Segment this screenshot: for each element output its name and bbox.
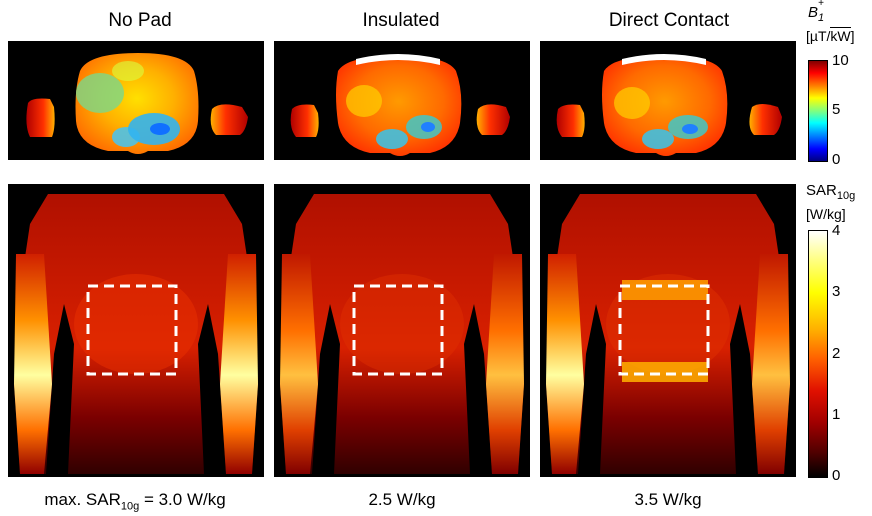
sar-colorbar-label: SAR10g xyxy=(806,182,855,202)
sar-tick-0: 0 xyxy=(832,467,841,484)
sar-tick-3: 3 xyxy=(832,283,841,300)
sar-label-sub: 10g xyxy=(836,190,856,202)
pad-strip xyxy=(356,54,440,65)
b1-units-right: ] xyxy=(850,28,855,44)
b1-label-sub: 1 xyxy=(818,12,825,24)
roi-dashed-box xyxy=(86,284,178,376)
b1-colorbar-label: B +1 xyxy=(808,0,825,24)
roi-dashed-box xyxy=(618,284,710,376)
column-title-no-pad: No Pad xyxy=(108,10,172,31)
sar-map-insulated xyxy=(274,184,530,477)
b1-map-direct-contact xyxy=(540,41,796,160)
b1-label-main: B xyxy=(808,4,819,21)
sar-label-main: SAR xyxy=(806,182,837,199)
b1-colorbar-units: [µT/kW] xyxy=(806,27,855,44)
b1-label-sup: + xyxy=(818,0,824,9)
b1-map-no-pad xyxy=(8,41,264,160)
b1-colorbar xyxy=(808,60,828,162)
b1-units-left: [µT/ xyxy=(806,28,831,44)
footer-insulated: 2.5 W/kg xyxy=(272,490,532,510)
sar-tick-4: 4 xyxy=(832,222,841,239)
footer-no-pad: max. SAR10g = 3.0 W/kg xyxy=(5,490,265,512)
sar-map-direct-contact xyxy=(540,184,796,477)
sar-map-no-pad xyxy=(8,184,264,477)
footer-direct-contact: 3.5 W/kg xyxy=(538,490,798,510)
roi-dashed-box xyxy=(352,284,444,376)
footer-prefix: max. SAR xyxy=(44,490,121,509)
footer-value: 3.5 W/kg xyxy=(634,490,702,509)
sar-tick-1: 1 xyxy=(832,406,841,423)
footer-sub: 10g xyxy=(120,500,140,513)
column-title-insulated: Insulated xyxy=(362,10,440,31)
b1-tick-max: 10 xyxy=(832,52,849,69)
b1-tick-min: 0 xyxy=(832,151,841,168)
pad-strip xyxy=(622,54,706,65)
sar-colorbar xyxy=(808,230,828,478)
footer-value: 2.5 W/kg xyxy=(368,490,436,509)
b1-units-sqrt: kW xyxy=(830,27,851,44)
sar-tick-2: 2 xyxy=(832,345,841,362)
b1-tick-mid: 5 xyxy=(832,101,841,118)
sar-colorbar-units: [W/kg] xyxy=(806,206,846,222)
footer-value: = 3.0 W/kg xyxy=(139,490,226,509)
b1-map-insulated xyxy=(274,41,530,160)
column-title-direct-contact: Direct Contact xyxy=(608,10,730,31)
